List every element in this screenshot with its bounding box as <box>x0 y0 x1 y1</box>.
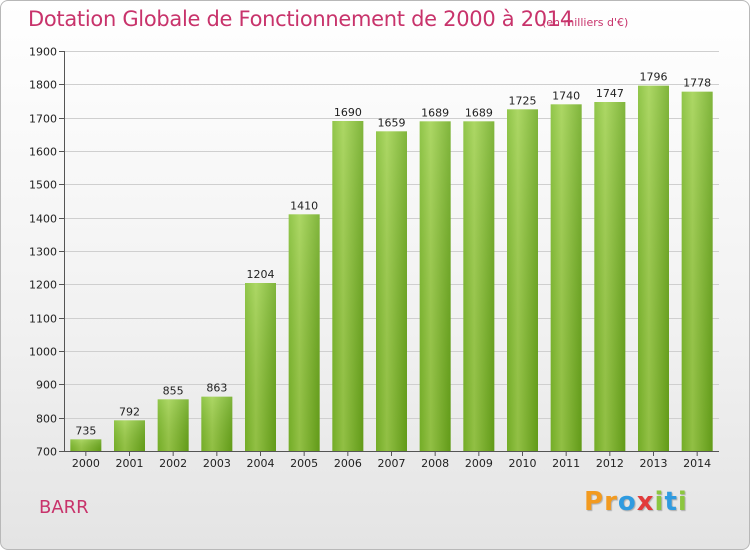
bar-shade-2009 <box>463 121 495 451</box>
proxiti-logo[interactable]: Proxiti <box>584 487 688 517</box>
x-tick-label: 2002 <box>159 457 187 470</box>
value-label: 1740 <box>552 89 580 102</box>
logo-letter: P <box>584 487 605 517</box>
bar-shade-2008 <box>419 121 451 451</box>
value-label: 1689 <box>421 106 449 119</box>
y-tick-label: 700 <box>36 446 57 459</box>
bar-shade-2010 <box>507 109 538 451</box>
y-tick-label: 1000 <box>29 346 57 359</box>
bar-shade-2007 <box>376 131 407 452</box>
value-label: 1747 <box>596 87 624 100</box>
x-tick-label: 2003 <box>203 457 231 470</box>
value-label: 1778 <box>683 77 711 90</box>
y-tick-label: 1700 <box>29 113 57 126</box>
y-tick-label: 800 <box>36 413 57 426</box>
value-label: 1689 <box>465 106 493 119</box>
value-label: 792 <box>119 405 140 418</box>
y-tick-label: 1500 <box>29 179 57 192</box>
value-label: 1659 <box>378 116 406 129</box>
labels: 700 800 900 1000 1100 1200 1300 1400 1500 1600 170… <box>29 46 711 471</box>
bar-shade-2013 <box>638 85 669 452</box>
value-label: 1796 <box>640 71 668 84</box>
bar-shade-2000 <box>70 439 102 451</box>
y-tick-label: 1900 <box>29 46 57 59</box>
bar-shade-2004 <box>245 283 276 451</box>
bar-shade-2011 <box>550 104 582 451</box>
value-label: 1410 <box>290 199 318 212</box>
x-tick-label: 2014 <box>683 457 711 470</box>
y-tick-label: 900 <box>36 379 57 392</box>
y-tick-label: 1800 <box>29 79 57 92</box>
logo-letter: t <box>664 487 678 517</box>
x-tick-label: 2011 <box>552 457 580 470</box>
x-tick-label: 2009 <box>465 457 493 470</box>
x-tick-label: 2006 <box>334 457 362 470</box>
value-label: 1725 <box>509 94 537 107</box>
value-label: 1690 <box>334 106 362 119</box>
y-tick-label: 1200 <box>29 279 57 292</box>
x-tick-label: 2004 <box>247 457 275 470</box>
x-tick-label: 2007 <box>378 457 406 470</box>
commune-name: BARR <box>39 497 89 518</box>
chart-unit: (en milliers d'€) <box>542 16 629 29</box>
axes <box>59 51 719 456</box>
x-tick-label: 2005 <box>290 457 318 470</box>
y-tick-label: 1600 <box>29 146 57 159</box>
logo-letter: i <box>654 487 665 517</box>
x-tick-label: 2001 <box>116 457 144 470</box>
bar-shade-2012 <box>594 102 626 451</box>
logo-letter: x <box>636 487 655 517</box>
value-label: 863 <box>206 382 227 395</box>
bar-shade-2006 <box>332 121 364 451</box>
y-tick-label: 1300 <box>29 246 57 259</box>
logo-letter: o <box>617 487 637 517</box>
logo-letter: r <box>604 487 618 517</box>
value-label: 855 <box>163 384 184 397</box>
bar-shade-2003 <box>201 396 233 451</box>
bar-shade-2005 <box>288 214 320 451</box>
chart-title: Dotation Globale de Fonctionnement de 20… <box>28 7 573 31</box>
y-tick-label: 1400 <box>29 213 57 226</box>
value-label: 735 <box>75 424 96 437</box>
y-tick-label: 1100 <box>29 313 57 326</box>
x-tick-label: 2010 <box>509 457 537 470</box>
x-tick-label: 2013 <box>640 457 668 470</box>
bar-shade-2002 <box>157 399 189 451</box>
bar-shade-2001 <box>114 420 145 451</box>
x-tick-label: 2012 <box>596 457 624 470</box>
x-tick-label: 2008 <box>421 457 449 470</box>
logo-letter: i <box>677 487 688 517</box>
x-tick-label: 2000 <box>72 457 100 470</box>
bars <box>70 85 713 452</box>
value-label: 1204 <box>247 268 275 281</box>
bar-shade-2014 <box>681 91 713 452</box>
